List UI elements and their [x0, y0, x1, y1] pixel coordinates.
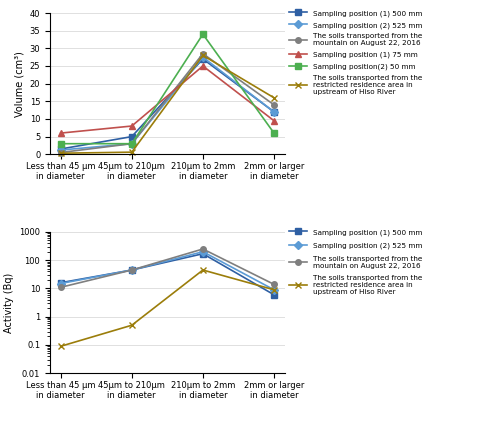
The soils transported from the
mountain on August 22, 2016 [129, 267, 135, 273]
The soils transported from the
restricted residence area in
upstream of Hiso River [58, 151, 64, 156]
Sampling position (2) 525 mm [58, 148, 64, 153]
Sampling position (1) 500 mm [129, 267, 135, 273]
Sampling position (1) 75 mm [129, 123, 135, 128]
Sampling position(2) 50 mm [58, 141, 64, 146]
Sampling position (2) 525 mm [58, 281, 64, 286]
Sampling position (1) 75 mm [200, 63, 206, 69]
Sampling position (2) 525 mm [271, 109, 277, 115]
Sampling position (2) 525 mm [271, 287, 277, 293]
The soils transported from the
mountain on August 22, 2016 [271, 102, 277, 108]
Sampling position (1) 75 mm [58, 131, 64, 136]
Sampling position (1) 500 mm [129, 134, 135, 139]
Sampling position (1) 500 mm [200, 56, 206, 62]
The soils transported from the
mountain on August 22, 2016 [200, 51, 206, 56]
Sampling position(2) 50 mm [271, 131, 277, 136]
Line: The soils transported from the
mountain on August 22, 2016: The soils transported from the mountain … [58, 246, 277, 290]
Line: Sampling position (1) 500 mm: Sampling position (1) 500 mm [58, 251, 277, 298]
The soils transported from the
mountain on August 22, 2016 [200, 247, 206, 252]
Y-axis label: Volume (cm³): Volume (cm³) [14, 51, 24, 117]
Sampling position (1) 500 mm [200, 251, 206, 256]
Y-axis label: Activity (Bq): Activity (Bq) [4, 273, 14, 333]
Line: Sampling position (2) 525 mm: Sampling position (2) 525 mm [58, 249, 277, 293]
The soils transported from the
mountain on August 22, 2016 [58, 285, 64, 290]
Sampling position (2) 525 mm [129, 267, 135, 273]
The soils transported from the
mountain on August 22, 2016 [58, 150, 64, 155]
The soils transported from the
restricted residence area in
upstream of Hiso River [200, 267, 206, 273]
Line: The soils transported from the
restricted residence area in
upstream of Hiso River: The soils transported from the restricte… [58, 267, 277, 349]
Sampling position(2) 50 mm [129, 141, 135, 146]
Legend: Sampling position (1) 500 mm, Sampling position (2) 525 mm, The soils transporte: Sampling position (1) 500 mm, Sampling p… [289, 10, 422, 95]
The soils transported from the
mountain on August 22, 2016 [129, 141, 135, 146]
The soils transported from the
restricted residence area in
upstream of Hiso River [129, 322, 135, 328]
Line: Sampling position (1) 75 mm: Sampling position (1) 75 mm [58, 63, 277, 136]
Line: The soils transported from the
restricted residence area in
upstream of Hiso River: The soils transported from the restricte… [58, 53, 277, 156]
Line: Sampling position(2) 50 mm: Sampling position(2) 50 mm [58, 31, 277, 146]
The soils transported from the
restricted residence area in
upstream of Hiso River [271, 287, 277, 293]
Sampling position (1) 500 mm [271, 292, 277, 297]
Sampling position (1) 75 mm [271, 118, 277, 123]
Line: Sampling position (2) 525 mm: Sampling position (2) 525 mm [58, 54, 277, 153]
Line: The soils transported from the
mountain on August 22, 2016: The soils transported from the mountain … [58, 51, 277, 155]
Line: Sampling position (1) 500 mm: Sampling position (1) 500 mm [58, 56, 277, 152]
The soils transported from the
restricted residence area in
upstream of Hiso River [58, 344, 64, 349]
Sampling position (2) 525 mm [129, 141, 135, 146]
Legend: Sampling position (1) 500 mm, Sampling position (2) 525 mm, The soils transporte: Sampling position (1) 500 mm, Sampling p… [289, 229, 422, 296]
The soils transported from the
restricted residence area in
upstream of Hiso River [129, 150, 135, 155]
Sampling position (2) 525 mm [200, 55, 206, 60]
The soils transported from the
restricted residence area in
upstream of Hiso River [200, 53, 206, 58]
Sampling position (2) 525 mm [200, 249, 206, 254]
Sampling position (1) 500 mm [58, 280, 64, 285]
Sampling position (1) 500 mm [58, 146, 64, 151]
The soils transported from the
restricted residence area in
upstream of Hiso River [271, 95, 277, 100]
Sampling position(2) 50 mm [200, 32, 206, 37]
The soils transported from the
mountain on August 22, 2016 [271, 282, 277, 287]
Sampling position (1) 500 mm [271, 109, 277, 115]
